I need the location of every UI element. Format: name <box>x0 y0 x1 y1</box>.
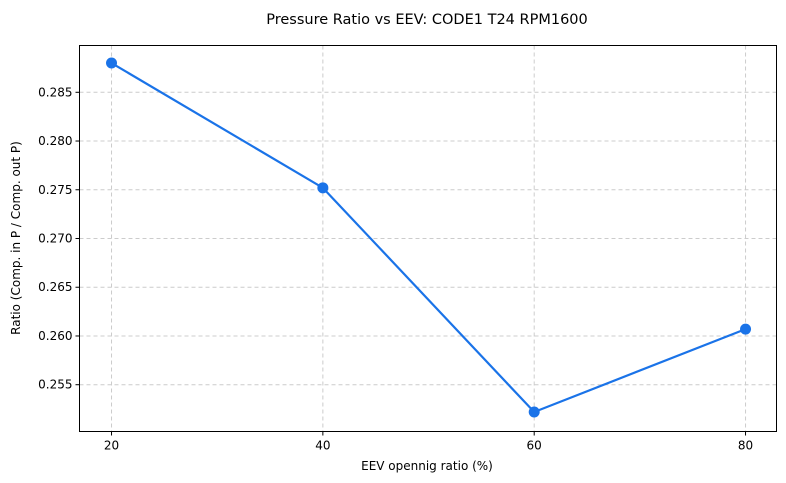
x-axis-label: EEV opennig ratio (%) <box>361 459 493 473</box>
y-tick-label: 0.275 <box>38 183 72 197</box>
y-tick-label: 0.280 <box>38 134 72 148</box>
x-tick-label: 40 <box>315 439 330 453</box>
series <box>106 57 752 418</box>
y-tick-label: 0.265 <box>38 280 72 294</box>
x-tick-label: 60 <box>527 439 542 453</box>
grid <box>79 45 777 432</box>
y-tick-label: 0.260 <box>38 329 72 343</box>
data-point <box>528 406 540 418</box>
y-tick-label: 0.270 <box>38 232 72 246</box>
data-point <box>106 57 118 69</box>
y-tick-label: 0.285 <box>38 85 72 99</box>
plot-frame <box>79 45 777 432</box>
series-line <box>110 62 746 414</box>
y-axis-label: Ratio (Comp. in P / Comp. out P) <box>9 141 23 335</box>
y-tick-label: 0.255 <box>38 378 72 392</box>
ticks: 20 40 60 80 0.255 0.260 0.265 0.270 0.275 0.280 0.… <box>38 85 753 452</box>
data-point <box>740 323 752 335</box>
data-point <box>317 182 329 194</box>
chart-title: Pressure Ratio vs EEV: CODE1 T24 RPM1600 <box>266 12 588 28</box>
x-tick-label: 80 <box>738 439 753 453</box>
x-tick-label: 20 <box>104 439 119 453</box>
